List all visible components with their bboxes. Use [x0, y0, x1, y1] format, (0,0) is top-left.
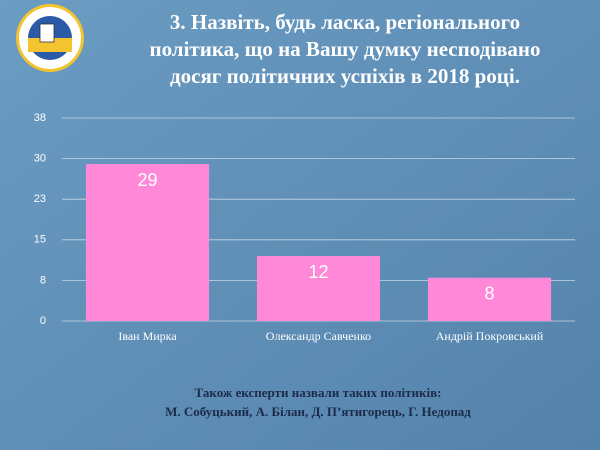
- data-label: 29: [137, 170, 157, 190]
- chart-title: досяг політичних успіхів в 2018 році.: [170, 64, 520, 88]
- y-tick-label: 15: [34, 234, 46, 246]
- data-label: 8: [484, 283, 494, 303]
- chart-title: політика, що на Вашу думку несподівано: [149, 37, 540, 61]
- chart-title: 3. Назвіть, будь ласка, регіонального: [170, 10, 520, 34]
- footer-text: Також експерти назвали таких політиків:: [195, 385, 442, 400]
- y-tick-label: 0: [40, 315, 46, 327]
- y-tick-label: 8: [40, 274, 46, 286]
- logo: [16, 4, 84, 72]
- footer-text: М. Собуцький, А. Білан, Д. П’ятигорець, …: [165, 404, 471, 419]
- y-tick-label: 38: [34, 112, 46, 124]
- bar: [427, 277, 552, 321]
- x-tick-label: Олександр Савченко: [266, 329, 371, 343]
- y-tick-label: 23: [34, 193, 46, 205]
- y-tick-label: 30: [34, 153, 46, 165]
- data-label: 12: [308, 262, 328, 282]
- bar: [85, 164, 210, 321]
- x-tick-label: Іван Мирка: [118, 329, 177, 343]
- bar: [256, 256, 381, 321]
- x-tick-label: Андрій Покровський: [436, 329, 544, 343]
